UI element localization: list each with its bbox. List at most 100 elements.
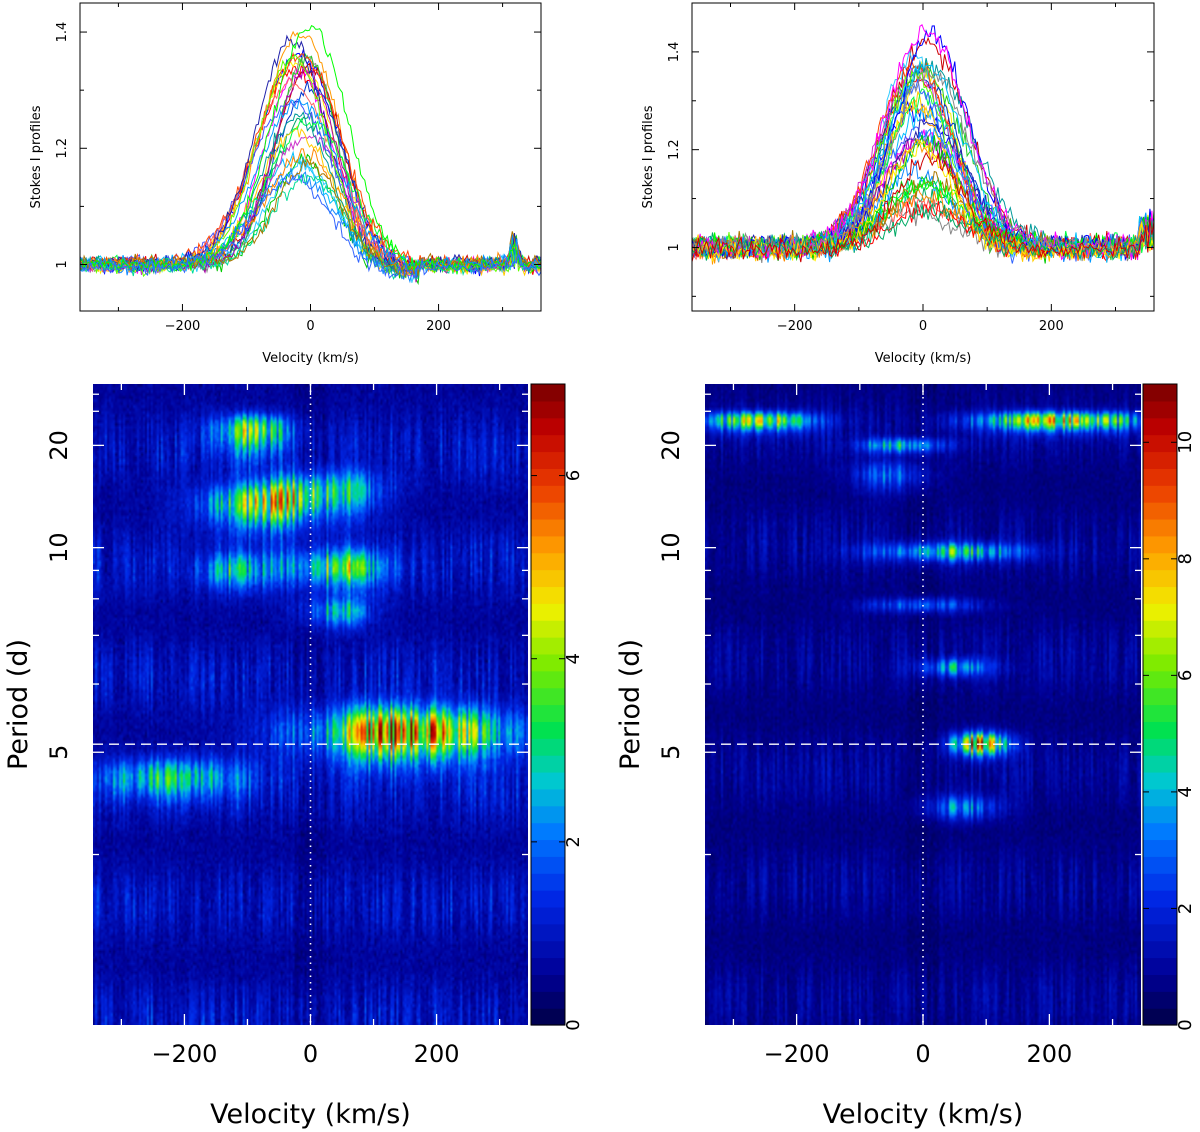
x-tick-label: 0: [915, 1040, 930, 1068]
colorbar-tick-label: 2: [563, 836, 584, 847]
colorbar-step: [531, 906, 565, 925]
colorbar-step: [531, 856, 565, 874]
colorbar-step: [1143, 417, 1177, 436]
y-axis-label: Period (d): [3, 639, 34, 770]
profile-line: [80, 64, 541, 278]
colorbar: 0 2 4 6: [530, 383, 584, 1031]
colorbar-step: [531, 586, 565, 604]
y-tick-label: 1.4: [55, 22, 70, 43]
x-tick-label: −200: [764, 1040, 830, 1068]
profile-line: [80, 63, 541, 283]
colorbar: 0 2 4 6 8 10: [1142, 383, 1196, 1031]
colorbar-step: [531, 873, 565, 891]
colorbar-tick-label: 10: [1175, 431, 1196, 454]
colorbar-step: [531, 957, 565, 975]
colorbar-step: [531, 535, 565, 554]
colorbar-tick-label: 6: [1175, 670, 1196, 681]
colorbar-frame: [530, 383, 566, 1026]
y-axis-label: Period (d): [615, 639, 646, 770]
colorbar-step: [531, 805, 565, 824]
colorbar-tick-label: 4: [563, 653, 584, 664]
profile-line: [80, 25, 541, 275]
periodogram-panel-bottom-left: −200 0 200 5 10 20 Velocity (km/s) Period (d) 0 2…: [3, 383, 584, 1130]
profile-line: [692, 64, 1154, 261]
profile-line: [80, 53, 541, 278]
colorbar-tick-label: 0: [1175, 1019, 1196, 1030]
x-tick-label: 200: [414, 1040, 460, 1068]
x-tick-label: 200: [1026, 1040, 1072, 1068]
profile-line: [80, 147, 541, 275]
profile-line: [692, 66, 1154, 262]
colorbar-step: [531, 637, 565, 655]
colorbar-step: [531, 974, 565, 992]
colorbar-step: [1143, 552, 1177, 571]
colorbar-step: [531, 890, 565, 908]
colorbar-step: [531, 1008, 565, 1026]
y-tick-label: 20: [657, 430, 685, 461]
periodogram-image: [705, 384, 1141, 1025]
colorbar-tick-label: 8: [1175, 553, 1196, 564]
profile-line: [80, 134, 541, 276]
profile-panel-top-left: −200 0 200 1 1.2 1.4 Velocity (km/s) Stokes I p…: [29, 2, 542, 366]
profile-line: [692, 69, 1154, 259]
x-tick-label: 0: [303, 1040, 318, 1068]
colorbar-step: [531, 822, 565, 841]
profile-line: [692, 201, 1154, 261]
x-tick-label: 200: [426, 319, 451, 334]
y-tick-label: 5: [657, 745, 685, 760]
colorbar-step: [1143, 991, 1177, 1009]
profile-line: [80, 52, 541, 279]
colorbar-step: [531, 923, 565, 942]
colorbar-step: [531, 670, 565, 689]
colorbar-step: [1143, 670, 1177, 689]
y-tick-label: 10: [657, 532, 685, 563]
colorbar-step: [1143, 890, 1177, 908]
colorbar-step: [531, 434, 565, 453]
y-axis-label: Stokes I profiles: [641, 105, 656, 208]
periodogram-image: [93, 384, 528, 1025]
colorbar-step: [1143, 687, 1177, 706]
profile-line: [692, 57, 1154, 260]
colorbar-step: [531, 417, 565, 436]
colorbar-step: [1143, 738, 1177, 756]
colorbar-step: [1143, 620, 1177, 638]
profile-lines: [692, 24, 1154, 265]
colorbar-tick-label: 6: [563, 470, 584, 481]
colorbar-step: [1143, 957, 1177, 975]
colorbar-step: [1143, 755, 1177, 773]
colorbar-step: [531, 569, 565, 588]
colorbar-step: [1143, 518, 1177, 537]
colorbar-step: [531, 518, 565, 537]
profile-lines: [80, 25, 541, 286]
colorbar-tick-label: 0: [563, 1019, 584, 1030]
y-tick-label: 1: [667, 243, 682, 251]
profile-line: [692, 65, 1154, 260]
y-tick-label: 1.2: [667, 139, 682, 160]
periodogram-panel-bottom-right: −200 0 200 5 10 20 Velocity (km/s) Period (d) 0 2…: [615, 383, 1196, 1130]
x-tick-label: −200: [165, 319, 201, 334]
colorbar-step: [531, 468, 565, 486]
colorbar-step: [1143, 637, 1177, 655]
colorbar-step: [1143, 839, 1177, 857]
profile-line: [80, 125, 541, 278]
colorbar-step: [531, 603, 565, 621]
colorbar-step: [1143, 721, 1177, 739]
colorbar-step: [531, 788, 565, 807]
colorbar-step: [1143, 603, 1177, 621]
colorbar-step: [531, 620, 565, 638]
colorbar-tick-label: 4: [1175, 786, 1196, 797]
colorbar-step: [1143, 451, 1177, 469]
y-tick-label: 10: [45, 532, 73, 563]
colorbar-step: [1143, 400, 1177, 419]
profile-line: [692, 64, 1154, 260]
colorbar-step: [1143, 974, 1177, 992]
y-tick-label: 5: [45, 745, 73, 760]
colorbar-step: [1143, 771, 1177, 790]
colorbar-step: [531, 485, 565, 503]
x-tick-label: 0: [919, 319, 927, 334]
colorbar-step: [1143, 873, 1177, 891]
x-axis-label: Velocity (km/s): [823, 1099, 1024, 1130]
colorbar-step: [531, 687, 565, 706]
x-axis-label: Velocity (km/s): [875, 351, 972, 366]
